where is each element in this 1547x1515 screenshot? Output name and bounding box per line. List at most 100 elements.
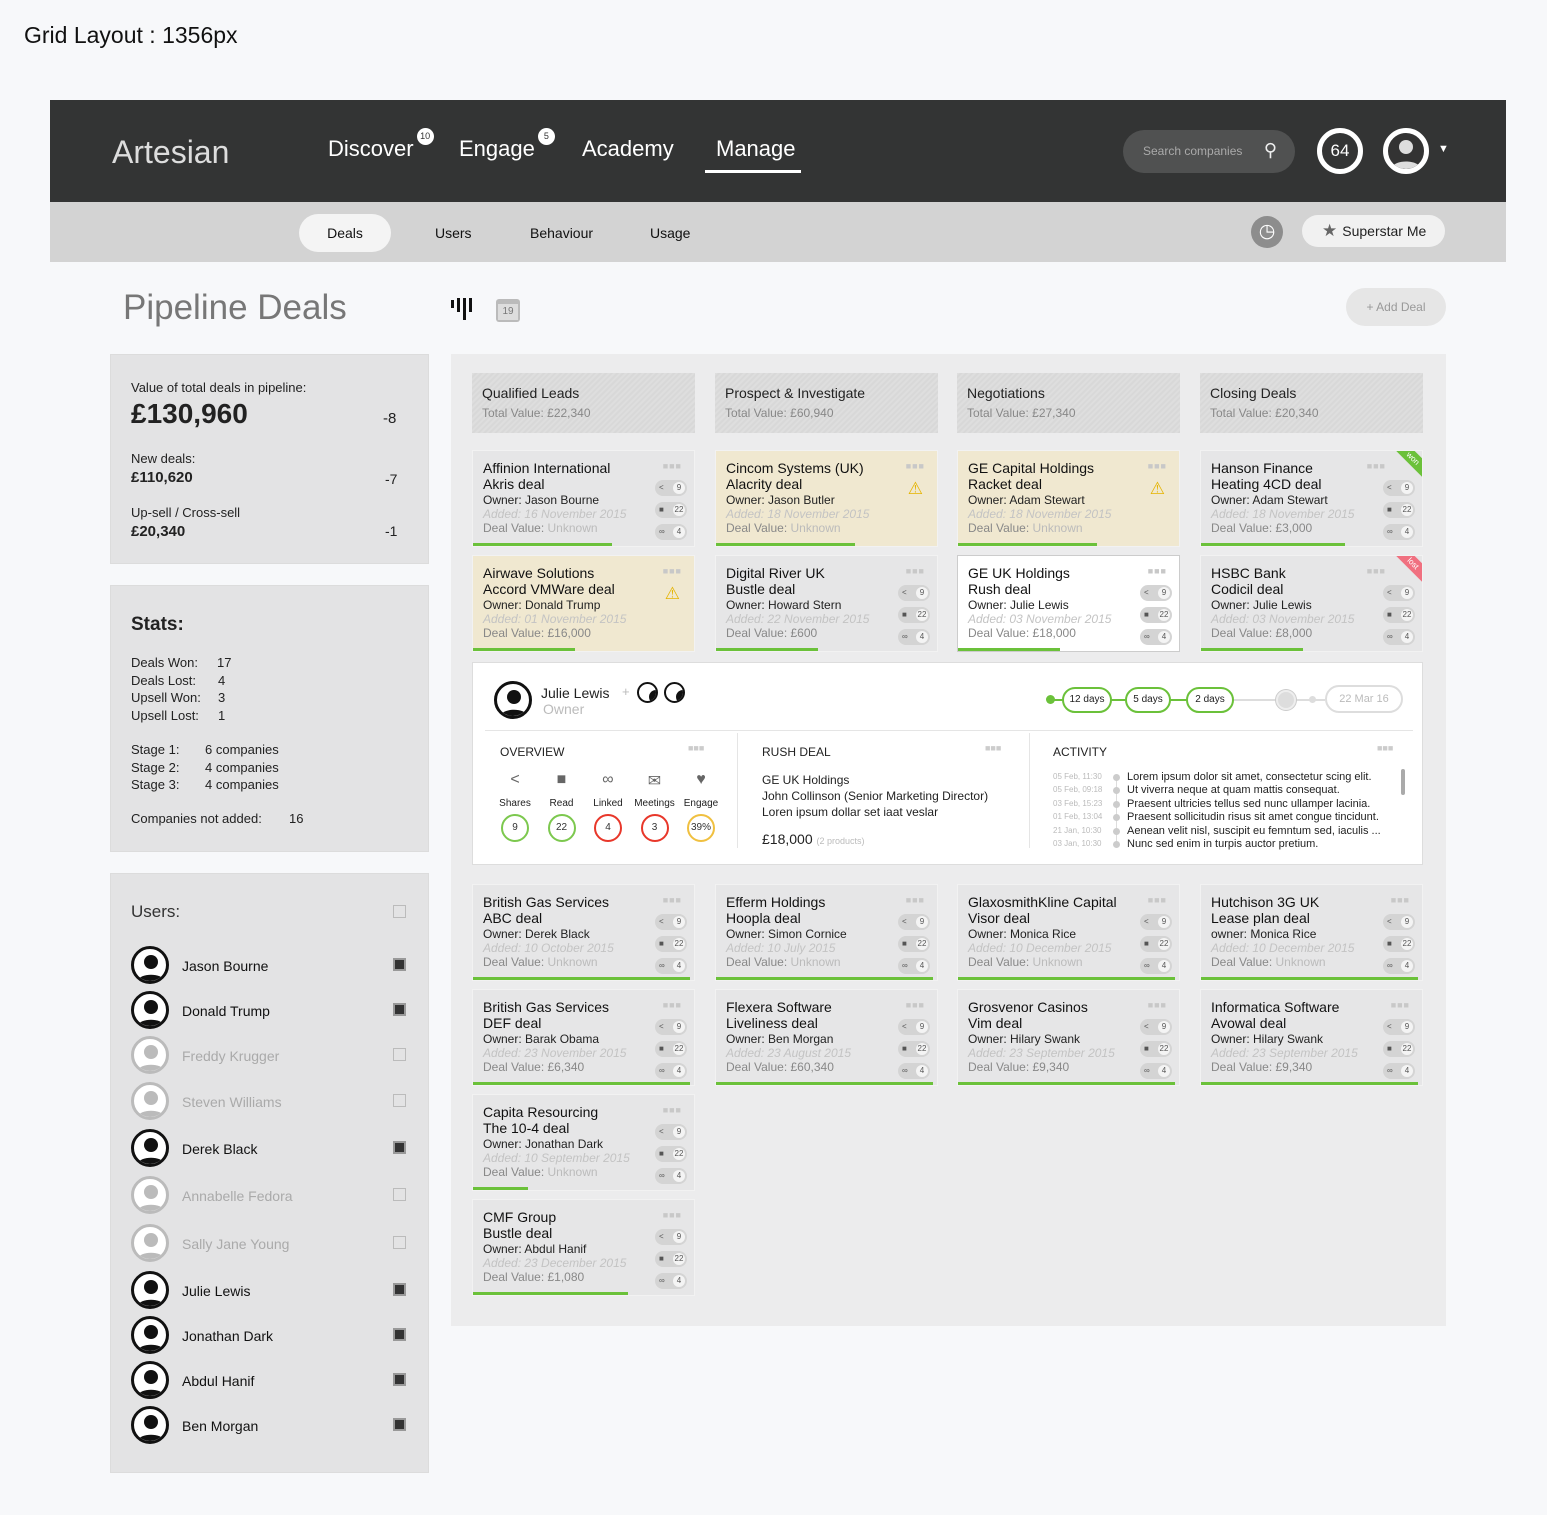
more-icon[interactable]: ■■■	[662, 895, 682, 905]
tab-behaviour[interactable]: Behaviour	[530, 225, 594, 241]
user-row[interactable]: Donald Trump	[131, 991, 411, 1031]
add-collaborator-icon[interactable]: +	[622, 684, 630, 699]
shares-pill[interactable]: <9	[898, 1019, 930, 1035]
more-icon[interactable]: ■■■	[1366, 566, 1386, 576]
user-row[interactable]: Derek Black	[131, 1129, 411, 1169]
more-icon[interactable]: ■■■	[1377, 743, 1394, 753]
links-pill[interactable]: ∞ 4	[655, 1273, 687, 1289]
more-icon[interactable]: ■■■	[1147, 566, 1167, 576]
links-pill[interactable]: ∞ 4	[898, 958, 930, 974]
shares-pill[interactable]: <9	[1383, 480, 1415, 496]
links-pill[interactable]: ∞ 4	[655, 1168, 687, 1184]
deal-card[interactable]: Hutchison 3G UK Lease plan deal owner: M…	[1200, 884, 1423, 981]
links-pill[interactable]: ∞ 4	[1140, 629, 1172, 645]
more-icon[interactable]: ■■■	[1147, 895, 1167, 905]
deal-card[interactable]: HSBC Bank Codicil deal Owner: Julie Lewi…	[1200, 555, 1423, 652]
owner-avatar[interactable]	[494, 681, 532, 719]
deal-card[interactable]: British Gas Services DEF deal Owner: Bar…	[472, 989, 695, 1086]
calendar-icon[interactable]: 19	[496, 294, 520, 322]
user-row[interactable]: Annabelle Fedora	[131, 1176, 411, 1216]
deal-card[interactable]: Hanson Finance Heating 4CD deal Owner: A…	[1200, 450, 1423, 547]
tab-deals[interactable]: Deals	[299, 214, 391, 252]
user-checkbox[interactable]	[393, 1188, 406, 1201]
comments-pill[interactable]: ■ 22	[1140, 607, 1172, 623]
deal-card[interactable]: Efferm Holdings Hoopla deal Owner: Simon…	[715, 884, 938, 981]
links-pill[interactable]: ∞ 4	[655, 1063, 687, 1079]
score-badge[interactable]: 64	[1317, 128, 1363, 174]
deal-card[interactable]: GlaxosmithKline Capital Visor deal Owner…	[957, 884, 1180, 981]
shares-pill[interactable]: <9	[1383, 585, 1415, 601]
comments-pill[interactable]: ■ 22	[898, 607, 930, 623]
user-row[interactable]: Freddy Krugger	[131, 1036, 411, 1076]
nav-manage[interactable]: Manage	[716, 136, 796, 161]
links-pill[interactable]: ∞ 4	[898, 629, 930, 645]
user-avatar[interactable]	[1383, 128, 1429, 174]
clock-icon[interactable]: ◷	[1251, 216, 1283, 248]
shares-pill[interactable]: <9	[1383, 914, 1415, 930]
more-icon[interactable]: ■■■	[688, 743, 705, 753]
shares-pill[interactable]: <9	[655, 480, 687, 496]
user-checkbox[interactable]	[393, 1048, 406, 1061]
links-pill[interactable]: ∞ 4	[1383, 629, 1415, 645]
links-pill[interactable]: ∞ 4	[1140, 1063, 1172, 1079]
comments-pill[interactable]: ■ 22	[655, 1041, 687, 1057]
shares-pill[interactable]: <9	[1140, 585, 1172, 601]
comments-pill[interactable]: ■ 22	[655, 502, 687, 518]
nav-engage[interactable]: Engage 5	[459, 128, 555, 162]
stage-pill[interactable]: 5 days	[1125, 687, 1171, 713]
more-icon[interactable]: ■■■	[1390, 895, 1410, 905]
comments-pill[interactable]: ■ 22	[655, 1251, 687, 1267]
more-icon[interactable]: ■■■	[662, 461, 682, 471]
user-checkbox[interactable]	[393, 1373, 406, 1386]
current-stage-marker[interactable]	[1276, 690, 1296, 710]
user-row[interactable]: Sally Jane Young	[131, 1224, 411, 1264]
user-checkbox[interactable]	[393, 1236, 406, 1249]
comments-pill[interactable]: ■ 22	[655, 936, 687, 952]
more-icon[interactable]: ■■■	[985, 743, 1002, 753]
more-icon[interactable]: ■■■	[905, 461, 925, 471]
user-row[interactable]: Jason Bourne	[131, 946, 411, 986]
select-all-checkbox[interactable]	[393, 905, 406, 918]
links-pill[interactable]: ∞ 4	[655, 524, 687, 540]
more-icon[interactable]: ■■■	[1366, 461, 1386, 471]
more-icon[interactable]: ■■■	[1147, 1000, 1167, 1010]
user-checkbox[interactable]	[393, 958, 406, 971]
search-input[interactable]: Search companies ⚲	[1123, 130, 1295, 173]
more-icon[interactable]: ■■■	[905, 566, 925, 576]
links-pill[interactable]: ∞ 4	[1140, 958, 1172, 974]
user-checkbox[interactable]	[393, 1283, 406, 1296]
deal-card[interactable]: Cincom Systems (UK) Alacrity deal Owner:…	[715, 450, 938, 547]
more-icon[interactable]: ■■■	[1147, 461, 1167, 471]
search-icon[interactable]: ⚲	[1263, 140, 1277, 160]
chevron-down-icon[interactable]: ▼	[1438, 143, 1449, 155]
more-icon[interactable]: ■■■	[662, 1210, 682, 1220]
shares-pill[interactable]: <9	[655, 1019, 687, 1035]
comments-pill[interactable]: ■ 22	[1383, 502, 1415, 518]
links-pill[interactable]: ∞ 4	[1383, 524, 1415, 540]
nav-discover[interactable]: Discover 10	[328, 128, 434, 162]
comments-pill[interactable]: ■ 22	[1140, 936, 1172, 952]
user-row[interactable]: Jonathan Dark	[131, 1316, 411, 1356]
stage-pill[interactable]: 12 days	[1062, 687, 1112, 713]
superstar-button[interactable]: ★ Superstar Me	[1302, 215, 1445, 247]
more-icon[interactable]: ■■■	[1390, 1000, 1410, 1010]
deal-card[interactable]: British Gas Services ABC deal Owner: Der…	[472, 884, 695, 981]
shares-pill[interactable]: <9	[1140, 914, 1172, 930]
shares-pill[interactable]: <9	[898, 914, 930, 930]
nav-academy[interactable]: Academy	[582, 136, 674, 161]
deal-card[interactable]: CMF Group Bustle deal Owner: Abdul Hanif…	[472, 1199, 695, 1296]
activity-scrollbar[interactable]	[1401, 769, 1405, 795]
more-icon[interactable]: ■■■	[905, 895, 925, 905]
deal-card[interactable]: Digital River UK Bustle deal Owner: Howa…	[715, 555, 938, 652]
links-pill[interactable]: ∞ 4	[898, 1063, 930, 1079]
links-pill[interactable]: ∞ 4	[655, 958, 687, 974]
comments-pill[interactable]: ■ 22	[1140, 1041, 1172, 1057]
user-checkbox[interactable]	[393, 1094, 406, 1107]
tab-users[interactable]: Users	[435, 225, 472, 241]
links-pill[interactable]: ∞ 4	[1383, 958, 1415, 974]
pipeline-view-icon[interactable]	[451, 296, 477, 322]
comments-pill[interactable]: ■ 22	[898, 936, 930, 952]
user-checkbox[interactable]	[393, 1418, 406, 1431]
shares-pill[interactable]: <9	[1383, 1019, 1415, 1035]
links-pill[interactable]: ∞ 4	[1383, 1063, 1415, 1079]
